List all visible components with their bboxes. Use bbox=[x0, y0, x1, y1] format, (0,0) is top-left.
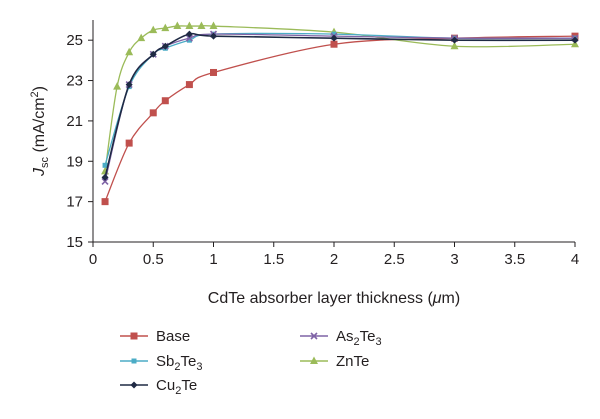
series-znte bbox=[101, 21, 579, 175]
series-line-as2te3 bbox=[104, 33, 576, 182]
data-point-base bbox=[125, 139, 133, 147]
data-point-as2te3 bbox=[185, 34, 193, 42]
x-axis-title: CdTe absorber layer thickness (μm) bbox=[208, 290, 460, 307]
series-line-base bbox=[104, 35, 576, 202]
data-point-base bbox=[149, 109, 157, 117]
x-tick-label: 0 bbox=[89, 251, 97, 268]
data-point-cu2te bbox=[161, 42, 169, 50]
series-line-znte bbox=[104, 24, 576, 172]
legend-label-rest: Te bbox=[180, 353, 196, 370]
x-tick-label: 1 bbox=[209, 251, 217, 268]
data-point-cu2te bbox=[101, 173, 109, 181]
legend-label-sub: 2 bbox=[354, 336, 360, 348]
series-sb2te3 bbox=[102, 31, 578, 168]
legend-label-main: Base bbox=[156, 328, 190, 345]
data-point-znte bbox=[209, 21, 218, 30]
legend-label-sub: 2 bbox=[175, 385, 181, 397]
legend-marker-znte bbox=[310, 356, 318, 364]
data-point-znte bbox=[197, 21, 206, 30]
data-point-znte bbox=[149, 25, 158, 34]
data-point-znte bbox=[125, 47, 134, 56]
legend-label-sub: 2 bbox=[174, 361, 180, 373]
data-point-znte bbox=[450, 41, 459, 50]
x-tick-label: 0.5 bbox=[143, 251, 164, 268]
series-base bbox=[101, 32, 579, 206]
data-point-znte bbox=[161, 23, 170, 32]
x-axis-title-text: CdTe absorber layer thickness ( bbox=[208, 290, 434, 307]
data-point-sb2te3 bbox=[331, 31, 337, 37]
data-point-cu2te bbox=[210, 32, 217, 40]
data-point-cu2te bbox=[185, 30, 193, 38]
y-tick-label: 21 bbox=[66, 113, 83, 130]
legend-label-main: Cu bbox=[156, 377, 175, 394]
y-tick-label: 19 bbox=[66, 153, 83, 170]
y-tick-label: 15 bbox=[66, 234, 83, 251]
x-tick-label: 3.5 bbox=[504, 251, 525, 268]
y-axis-title-sub: sc bbox=[39, 157, 51, 169]
data-point-base bbox=[101, 198, 109, 206]
data-point-znte bbox=[137, 33, 146, 42]
legend-marker-base bbox=[130, 332, 138, 340]
y-axis-title-j: J bbox=[31, 167, 48, 177]
data-point-base bbox=[161, 97, 169, 105]
legend-label-as2te3: As2Te3 bbox=[336, 328, 382, 348]
series-line-cu2te bbox=[104, 32, 576, 178]
y-axis-title-unit: (mA/cm bbox=[31, 97, 48, 157]
legend-label-rest: Te bbox=[181, 377, 197, 394]
x-axis-title-unit: m) bbox=[442, 290, 461, 307]
data-point-cu2te bbox=[451, 36, 458, 44]
legend-label-znte: ZnTe bbox=[336, 353, 369, 370]
x-tick-label: 1.5 bbox=[263, 251, 284, 268]
data-point-znte bbox=[173, 21, 182, 30]
x-tick-label: 2 bbox=[330, 251, 338, 268]
data-point-base bbox=[185, 81, 193, 89]
y-axis-title-close: ) bbox=[31, 86, 48, 91]
x-tick-label: 2.5 bbox=[384, 251, 405, 268]
y-tick-label: 17 bbox=[66, 194, 83, 211]
legend-label-sb2te3: Sb2Te3 bbox=[156, 353, 202, 373]
data-point-base bbox=[210, 68, 217, 76]
data-point-as2te3 bbox=[101, 177, 109, 186]
data-point-cu2te bbox=[149, 50, 157, 58]
data-point-cu2te bbox=[571, 36, 579, 44]
y-tick-label: 25 bbox=[66, 32, 83, 49]
x-tick-label: 4 bbox=[571, 251, 579, 268]
legend-label-sub2: 3 bbox=[375, 336, 381, 348]
legend-label-cu2te: Cu2Te bbox=[156, 377, 197, 397]
y-axis-title-sup: 2 bbox=[29, 91, 41, 97]
data-point-znte bbox=[113, 82, 122, 90]
series-as2te3 bbox=[101, 30, 579, 186]
data-point-sb2te3 bbox=[102, 162, 108, 168]
series-cu2te bbox=[101, 30, 579, 181]
legend-label-main: Sb bbox=[156, 353, 174, 370]
data-point-znte bbox=[185, 21, 194, 30]
y-axis-title: Jsc (mA/cm2) bbox=[29, 86, 51, 177]
legend-marker-sb2te3 bbox=[131, 358, 137, 364]
legend-label-sub2: 3 bbox=[196, 361, 202, 373]
legend-label-main: As bbox=[336, 328, 354, 345]
data-point-sb2te3 bbox=[186, 37, 192, 43]
data-point-cu2te bbox=[330, 34, 338, 42]
y-tick-label: 23 bbox=[66, 73, 83, 90]
x-tick-label: 3 bbox=[450, 251, 458, 268]
legend-marker-cu2te bbox=[130, 381, 138, 389]
legend-label-main: ZnTe bbox=[336, 353, 369, 370]
legend-label-rest: Te bbox=[360, 328, 376, 345]
data-point-base bbox=[330, 40, 338, 48]
x-axis-title-mu: μ bbox=[432, 290, 442, 307]
data-point-cu2te bbox=[125, 81, 133, 89]
legend-marker-as2te3 bbox=[310, 332, 318, 340]
series-line-sb2te3 bbox=[104, 32, 576, 166]
legend-label-base: Base bbox=[156, 328, 190, 345]
